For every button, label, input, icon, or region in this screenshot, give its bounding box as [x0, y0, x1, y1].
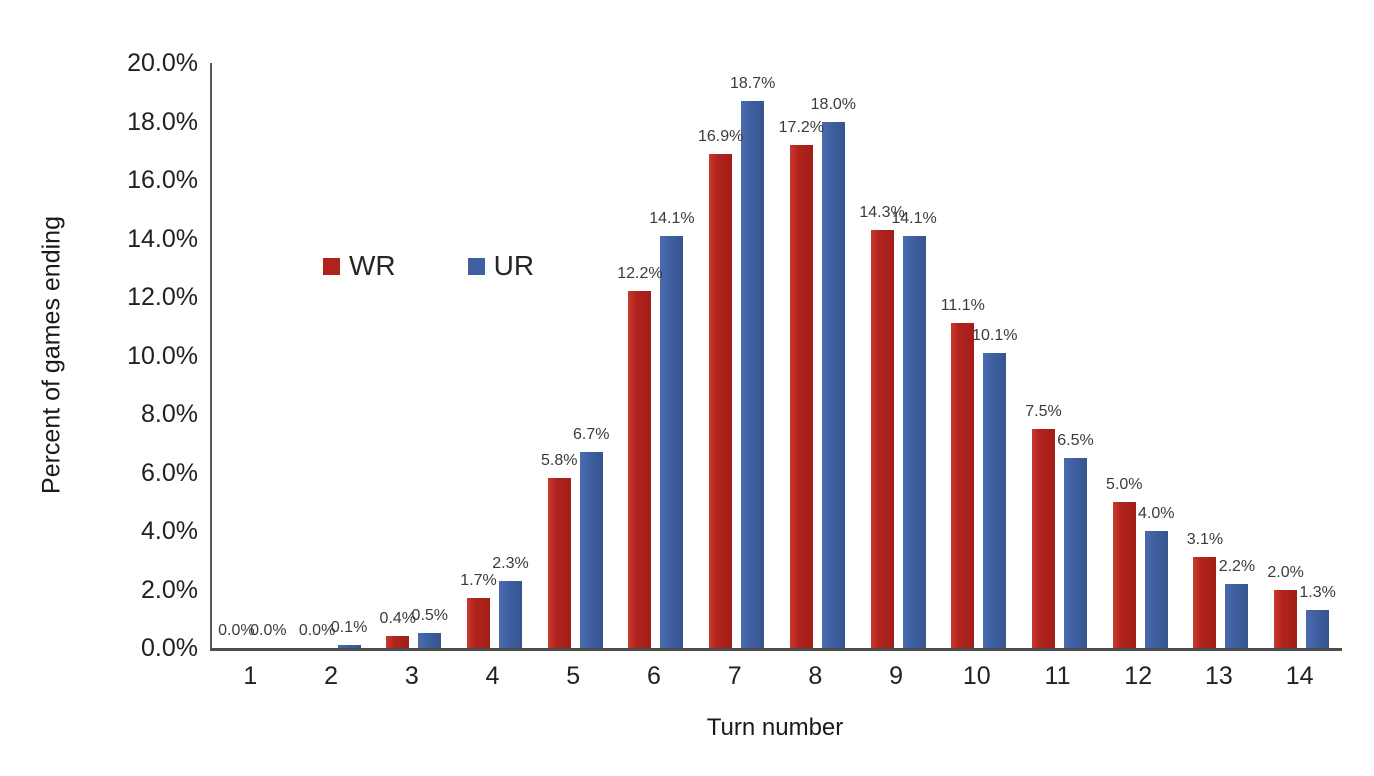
- bar-wr-turn-4: [467, 598, 490, 648]
- y-axis-tick-label: 14.0%: [127, 224, 198, 253]
- legend: WR UR: [323, 250, 534, 282]
- x-axis-tick-label: 5: [566, 662, 581, 690]
- y-axis-tick-label: 16.0%: [127, 166, 198, 194]
- value-label-wr-turn-13: 3.1%: [1186, 531, 1224, 549]
- x-axis-tick-label: 2: [324, 662, 339, 690]
- x-axis-title: Turn number: [706, 714, 844, 741]
- x-axis-tick-label: 8: [808, 662, 823, 690]
- value-label-wr-turn-9: 14.3%: [859, 203, 905, 221]
- legend-label-ur: UR: [493, 250, 535, 281]
- bar-wr-turn-5: [547, 478, 571, 648]
- bar-wr-turn-3: [386, 636, 410, 648]
- value-label-wr-turn-7: 16.9%: [697, 127, 744, 145]
- bar-ur-turn-8: [821, 121, 845, 648]
- value-label-ur-turn-8: 18.0%: [810, 95, 857, 113]
- bar-ur-turn-10: [983, 352, 1007, 648]
- bar-wr-turn-6: [628, 291, 652, 648]
- value-label-ur-turn-4: 2.3%: [492, 554, 529, 572]
- value-label-ur-turn-5: 6.7%: [572, 426, 610, 444]
- x-axis-tick-label: 11: [1044, 662, 1071, 690]
- y-axis-tick-label: 10.0%: [127, 341, 198, 370]
- bar-wr-turn-10: [951, 323, 975, 648]
- bar-wr-turn-12: [1112, 501, 1136, 648]
- x-axis-tick-label: 4: [485, 662, 500, 690]
- value-label-ur-turn-12: 4.0%: [1137, 505, 1175, 522]
- bar-ur-turn-4: [499, 580, 522, 648]
- value-label-wr-turn-14: 2.0%: [1267, 563, 1304, 581]
- value-label-ur-turn-3: 0.5%: [411, 607, 449, 625]
- bar-wr-turn-14: [1274, 589, 1298, 648]
- bar-ur-turn-3: [418, 633, 442, 648]
- value-label-ur-turn-9: 14.1%: [891, 209, 937, 227]
- y-axis-tick-label: 8.0%: [141, 400, 198, 428]
- value-label-ur-turn-6: 14.1%: [649, 209, 695, 227]
- value-label-wr-turn-12: 5.0%: [1105, 475, 1143, 493]
- x-axis-tick-label: 14: [1285, 662, 1314, 690]
- bar-ur-turn-9: [902, 235, 926, 648]
- y-axis-title: Percent of games ending: [37, 216, 66, 494]
- value-label-wr-turn-11: 7.5%: [1025, 402, 1062, 420]
- x-axis-tick-label: 3: [404, 662, 419, 690]
- bar-ur-turn-7: [741, 101, 765, 648]
- bar-ur-turn-6: [660, 235, 684, 648]
- value-label-wr-turn-4: 1.7%: [460, 572, 497, 590]
- bar-wr-turn-8: [789, 144, 813, 648]
- y-axis-tick-label: 4.0%: [141, 517, 198, 545]
- bar-wr-turn-7: [709, 153, 733, 648]
- y-axis-tick-label: 2.0%: [141, 575, 198, 604]
- x-axis-tick-label: 6: [646, 662, 661, 690]
- x-axis-tick-label: 7: [727, 662, 742, 690]
- y-axis-tick-label: 0.0%: [141, 634, 198, 662]
- value-label-wr-turn-8: 17.2%: [778, 118, 825, 136]
- x-axis-tick-label: 13: [1205, 662, 1233, 690]
- x-axis-tick-label: 10: [962, 662, 991, 690]
- value-label-ur-turn-14: 1.3%: [1299, 583, 1336, 601]
- value-label-ur-turn-2: 0.1%: [330, 619, 368, 637]
- legend-swatch-wr-icon: [323, 257, 340, 275]
- value-label-wr-turn-2: 0.0%: [298, 622, 336, 639]
- bar-wr-turn-9: [870, 229, 894, 648]
- y-axis-tick-label: 12.0%: [127, 283, 198, 311]
- x-axis-tick-label: 9: [889, 662, 904, 690]
- bar-wr-turn-13: [1193, 557, 1217, 648]
- value-label-wr-turn-1: 0.0%: [218, 622, 255, 639]
- value-label-wr-turn-10: 11.1%: [940, 297, 985, 315]
- value-label-ur-turn-1: 0.0%: [250, 622, 287, 639]
- value-label-ur-turn-11: 6.5%: [1057, 431, 1094, 449]
- plot-area: 0.0% 0.0% 0.4% 1.7% 5.8% 12.2% 16.9% 17.2% 14.3%…: [210, 63, 1342, 651]
- x-axis-tick-label: 12: [1124, 662, 1153, 690]
- bar-ur-turn-12: [1144, 531, 1168, 648]
- legend-swatch-ur-icon: [467, 257, 485, 275]
- bar-ur-turn-14: [1306, 609, 1330, 648]
- y-axis-tick-label: 20.0%: [127, 49, 198, 77]
- legend-label-wr: WR: [349, 250, 396, 281]
- x-axis-tick-label: 1: [243, 662, 258, 690]
- value-label-wr-turn-3: 0.4%: [379, 610, 417, 628]
- value-label-ur-turn-13: 2.2%: [1218, 557, 1256, 575]
- bar-ur-turn-5: [579, 452, 603, 648]
- y-axis-tick-label: 6.0%: [141, 458, 198, 487]
- legend-item-wr: WR: [323, 250, 396, 282]
- value-label-wr-turn-6: 12.2%: [617, 265, 663, 283]
- bar-wr-turn-11: [1032, 428, 1055, 648]
- legend-item-ur: UR: [467, 250, 535, 282]
- y-axis-tick-label: 18.0%: [127, 107, 198, 136]
- bar-ur-turn-11: [1064, 457, 1087, 648]
- value-label-wr-turn-5: 5.8%: [540, 452, 578, 470]
- value-label-ur-turn-10: 10.1%: [972, 326, 1018, 344]
- bar-ur-turn-2: [337, 645, 361, 648]
- value-label-ur-turn-7: 18.7%: [729, 75, 776, 93]
- bar-ur-turn-13: [1225, 583, 1249, 648]
